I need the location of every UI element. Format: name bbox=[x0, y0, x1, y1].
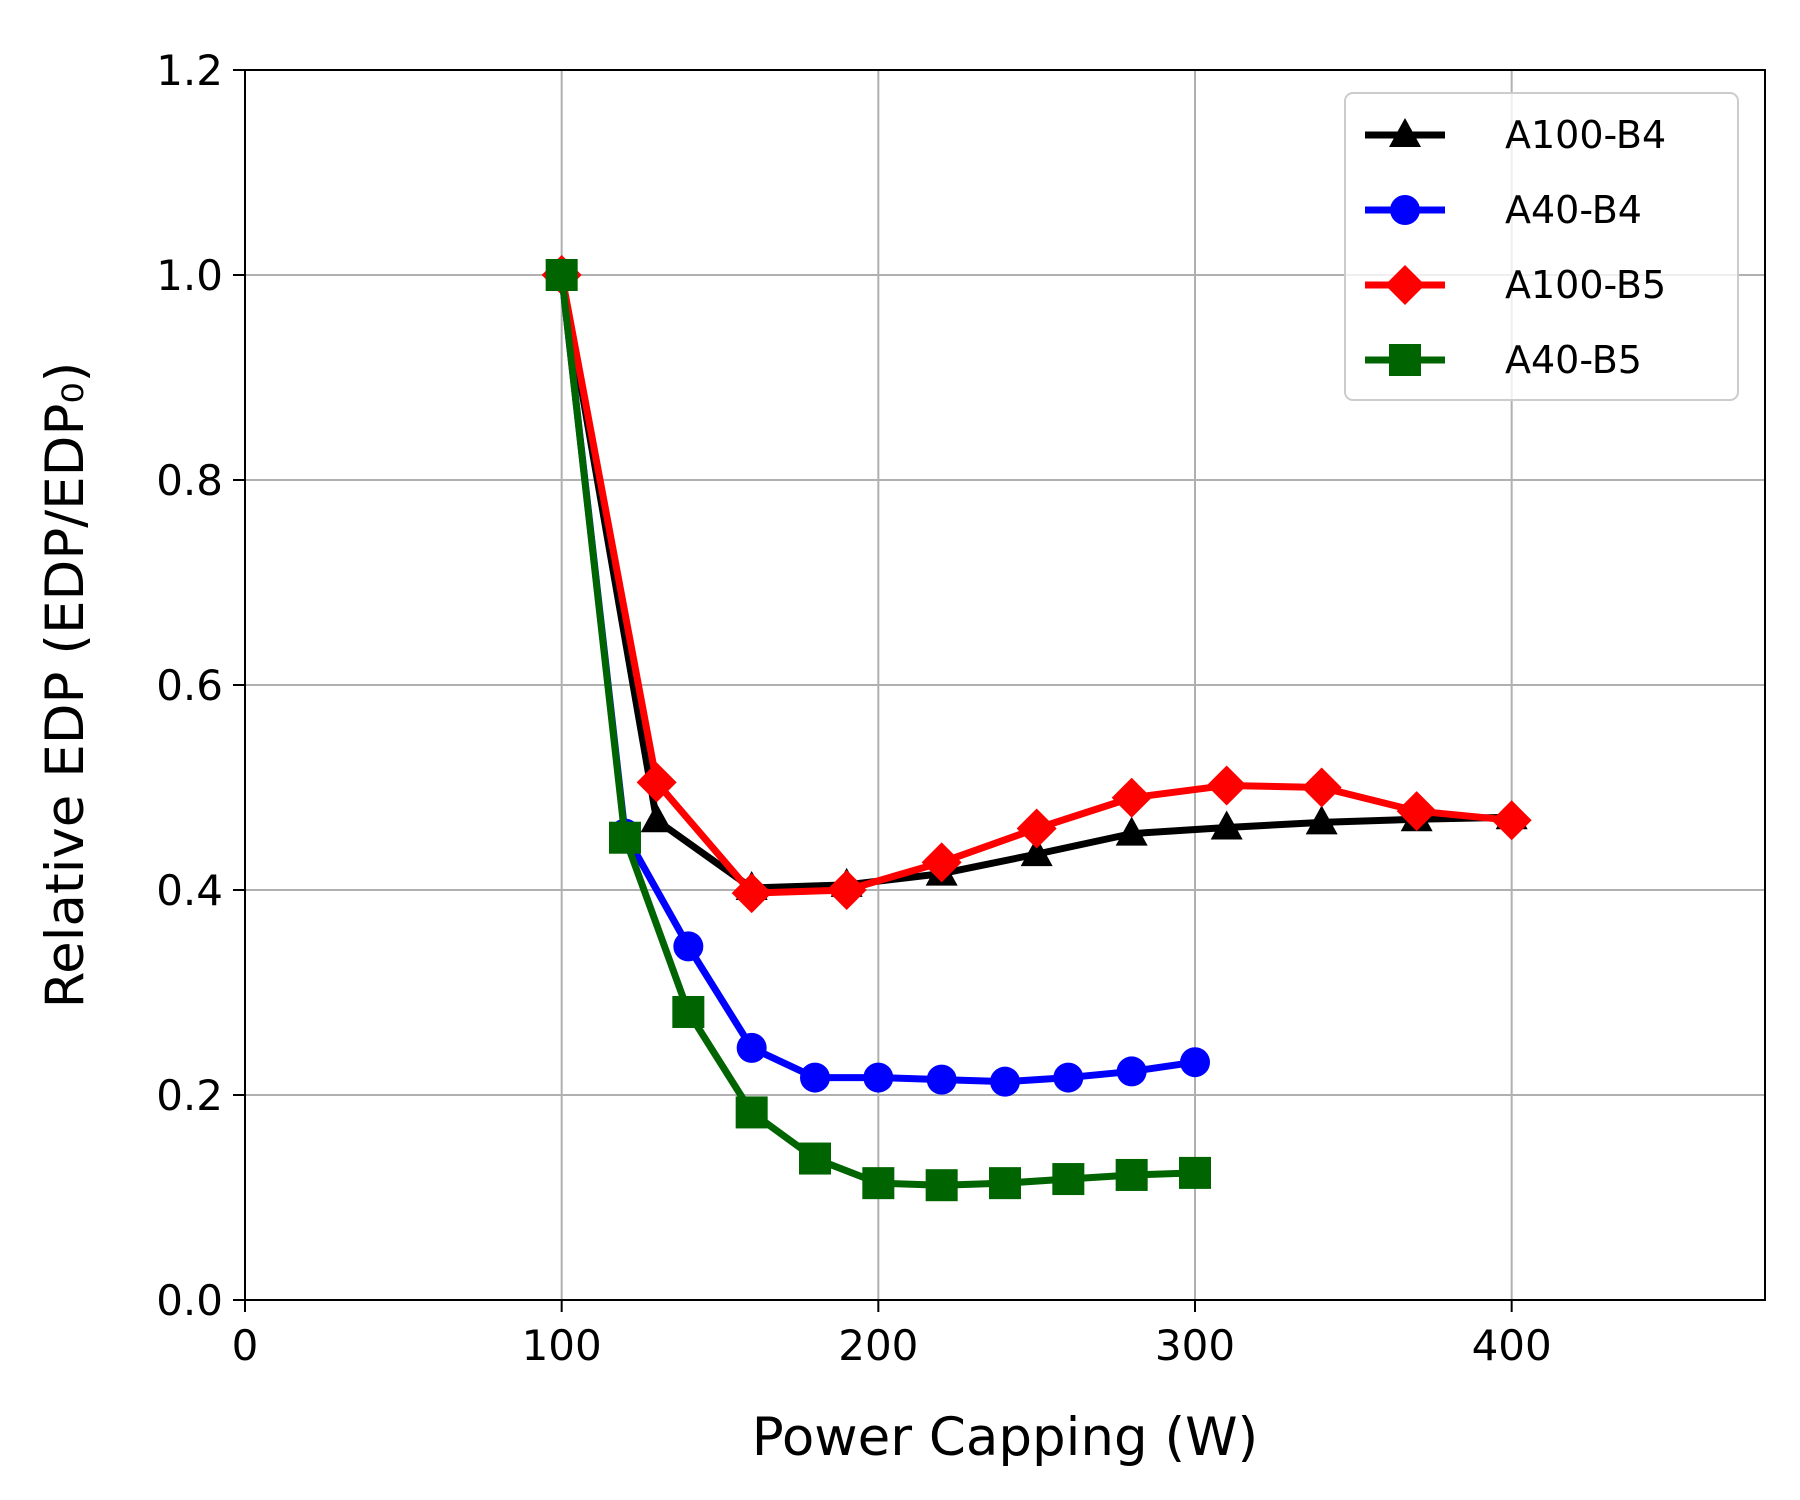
legend-item-a100-b4: A100-B4 bbox=[1365, 113, 1666, 157]
data-point-a100-b4 bbox=[1020, 837, 1053, 867]
data-point-a100-b4 bbox=[640, 803, 673, 833]
legend-box bbox=[1344, 92, 1739, 401]
data-point-a100-b5 bbox=[826, 870, 867, 910]
legend-item-a40-b4: A40-B4 bbox=[1365, 188, 1642, 232]
y-tick-label: 0.8 bbox=[156, 456, 223, 505]
legend-item-a100-b5: A100-B5 bbox=[1365, 263, 1666, 307]
data-point-a40-b5 bbox=[989, 1167, 1021, 1200]
data-point-a40-b4 bbox=[673, 931, 704, 962]
x-tick-label: 0 bbox=[232, 1321, 259, 1370]
data-point-a40-b4 bbox=[863, 1062, 894, 1093]
data-point-a100-b5 bbox=[1491, 800, 1532, 841]
data-point-a40-b5 bbox=[1179, 1156, 1211, 1189]
data-point-a100-b4 bbox=[1115, 816, 1148, 846]
legend-label: A40-B5 bbox=[1505, 338, 1642, 382]
legend-label: A100-B4 bbox=[1505, 113, 1666, 157]
data-point-a40-b5 bbox=[1115, 1158, 1148, 1191]
data-point-a40-b4 bbox=[1116, 1056, 1147, 1087]
data-point-a100-b5 bbox=[921, 842, 962, 883]
legend-item-a40-b5: A40-B5 bbox=[1365, 338, 1642, 382]
y-axis-ticks: 0.0 0.2 0.4 0.6 0.8 1.0 1.2 bbox=[156, 46, 245, 1325]
x-tick-label: 100 bbox=[522, 1321, 602, 1370]
x-tick-label: 300 bbox=[1155, 1321, 1235, 1370]
y-tick-label: 0.2 bbox=[156, 1071, 223, 1120]
y-tick-label: 0.4 bbox=[156, 866, 223, 915]
data-point-a40-b4 bbox=[1180, 1047, 1210, 1078]
y-axis-title: Relative EDP (EDP/EDP₀) bbox=[35, 362, 96, 1009]
data-point-a100-b4 bbox=[1305, 805, 1338, 835]
series-group bbox=[541, 255, 1532, 1202]
data-point-a40-b5 bbox=[545, 259, 578, 291]
y-tick-label: 1.2 bbox=[156, 46, 223, 95]
data-point-a100-b5 bbox=[1111, 777, 1152, 818]
legend-marker-icon bbox=[1385, 265, 1425, 305]
data-point-a100-b5 bbox=[1016, 808, 1057, 849]
series-a40-b5 bbox=[545, 259, 1211, 1202]
legend-label: A100-B5 bbox=[1505, 263, 1666, 307]
data-point-a100-b5 bbox=[636, 762, 677, 803]
data-point-a40-b5 bbox=[672, 995, 705, 1028]
legend-marker-icon bbox=[1389, 118, 1421, 147]
data-point-a100-b4 bbox=[1210, 810, 1243, 840]
data-point-a40-b5 bbox=[735, 1096, 768, 1129]
x-axis-ticks: 0 100 200 300 400 bbox=[232, 1300, 1552, 1370]
data-point-a40-b4 bbox=[990, 1066, 1020, 1097]
data-point-a40-b5 bbox=[609, 821, 641, 854]
series-a40-b4 bbox=[546, 260, 1210, 1097]
data-point-a40-b5 bbox=[1052, 1163, 1085, 1196]
data-point-a40-b4 bbox=[1053, 1062, 1084, 1093]
x-axis-title: Power Capping (W) bbox=[752, 1407, 1258, 1468]
data-point-a40-b4 bbox=[800, 1062, 830, 1093]
data-point-a40-b5 bbox=[862, 1167, 895, 1200]
legend-entries: A100-B4 A40-B4 A100-B5 A40-B5 bbox=[1365, 113, 1666, 382]
data-point-a40-b4 bbox=[736, 1032, 767, 1063]
legend-marker-icon bbox=[1389, 344, 1421, 376]
legend: A100-B4 A40-B4 A100-B5 A40-B5 bbox=[1344, 92, 1739, 401]
data-point-a100-b5 bbox=[1396, 791, 1437, 832]
data-point-a40-b5 bbox=[925, 1169, 958, 1202]
data-point-a100-b5 bbox=[1206, 765, 1247, 806]
x-tick-label: 400 bbox=[1472, 1321, 1552, 1370]
data-point-a40-b5 bbox=[799, 1142, 831, 1175]
data-point-a40-b4 bbox=[926, 1064, 957, 1095]
y-tick-label: 0.6 bbox=[156, 661, 223, 710]
y-tick-label: 0.0 bbox=[156, 1276, 223, 1325]
data-point-a100-b5 bbox=[1301, 767, 1342, 808]
legend-marker-icon bbox=[1390, 195, 1420, 225]
x-tick-label: 200 bbox=[838, 1321, 918, 1370]
legend-label: A40-B4 bbox=[1505, 188, 1642, 232]
data-point-a100-b5 bbox=[731, 873, 772, 914]
y-tick-label: 1.0 bbox=[156, 251, 223, 300]
